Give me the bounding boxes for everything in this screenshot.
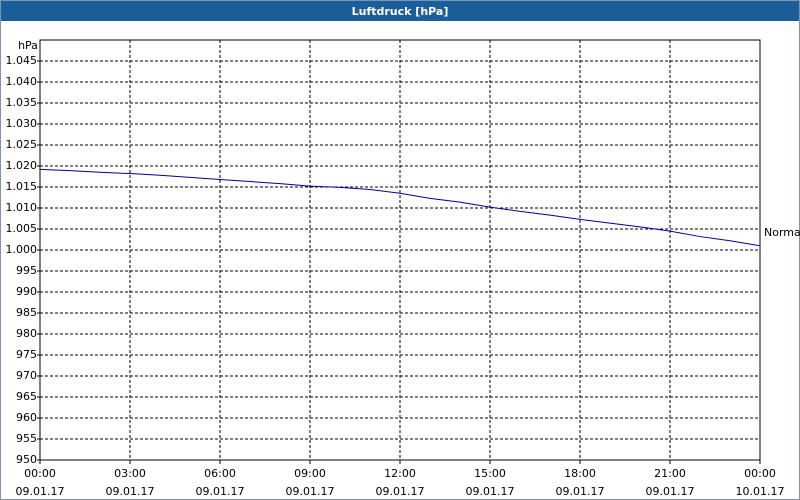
x-tick-label: 21:00 09.01.17	[646, 467, 695, 498]
y-tick-label: 950	[16, 453, 37, 466]
x-tick-label: 06:00 09.01.17	[196, 467, 245, 498]
x-tick-label: 18:00 09.01.17	[556, 467, 605, 498]
x-tick-label: 15:00 09.01.17	[466, 467, 515, 498]
x-tick-label: 09:00 09.01.17	[286, 467, 335, 498]
x-tick-label-line: 06:00	[204, 467, 236, 480]
x-tick-label-line: 09:00	[294, 467, 326, 480]
y-tick-label: 1.005	[6, 222, 38, 235]
x-tick-label-line: 09.01.17	[16, 485, 65, 498]
y-tick-label: 1.045	[6, 54, 38, 67]
x-tick-label: 00:00 09.01.17	[16, 467, 65, 498]
x-tick-label-line: 00:00	[744, 467, 776, 480]
x-tick-label-line: 09.01.17	[196, 485, 245, 498]
y-tick-label: 1.020	[6, 159, 38, 172]
y-tick-label: 1.010	[6, 201, 38, 214]
title-bar: Luftdruck [hPa]	[1, 1, 799, 21]
y-tick-label: 965	[16, 390, 37, 403]
x-tick-label-line: 21:00	[654, 467, 686, 480]
y-tick-label: 1.040	[6, 75, 38, 88]
y-tick-label: 1.035	[6, 96, 38, 109]
y-tick-label: 985	[16, 306, 37, 319]
x-tick-label-line: 09.01.17	[286, 485, 335, 498]
y-axis-label: hPa	[18, 39, 38, 52]
x-tick-label: 12:00 09.01.17	[376, 467, 425, 498]
y-tick-label: 970	[16, 369, 37, 382]
y-tick-label: 980	[16, 327, 37, 340]
x-tick-label-line: 09.01.17	[556, 485, 605, 498]
x-tick-label-line: 12:00	[384, 467, 416, 480]
x-tick-label-line: 18:00	[564, 467, 596, 480]
y-tick-label: 1.015	[6, 180, 38, 193]
x-tick-label-line: 03:00	[114, 467, 146, 480]
x-tick-label-line: 09.01.17	[376, 485, 425, 498]
series-label: Normal	[764, 226, 800, 239]
y-tick-label: 975	[16, 348, 37, 361]
x-tick-label: 03:00 09.01.17	[106, 467, 155, 498]
y-tick-label: 960	[16, 411, 37, 424]
x-tick-label-line: 09.01.17	[466, 485, 515, 498]
y-tick-label: 955	[16, 432, 37, 445]
y-tick-label: 1.030	[6, 117, 38, 130]
x-tick-label-line: 15:00	[474, 467, 506, 480]
x-tick-label-line: 09.01.17	[646, 485, 695, 498]
x-tick-label-line: 10.01.17	[736, 485, 785, 498]
y-tick-label: 1.025	[6, 138, 38, 151]
series-line	[39, 168, 761, 247]
y-tick-label: 1.000	[6, 243, 38, 256]
y-tick-label: 995	[16, 264, 37, 277]
x-tick-label-line: 00:00	[24, 467, 56, 480]
x-tick-label: 00:00 10.01.17	[736, 467, 785, 498]
x-tick-label-line: 09.01.17	[106, 485, 155, 498]
y-tick-label: 990	[16, 285, 37, 298]
